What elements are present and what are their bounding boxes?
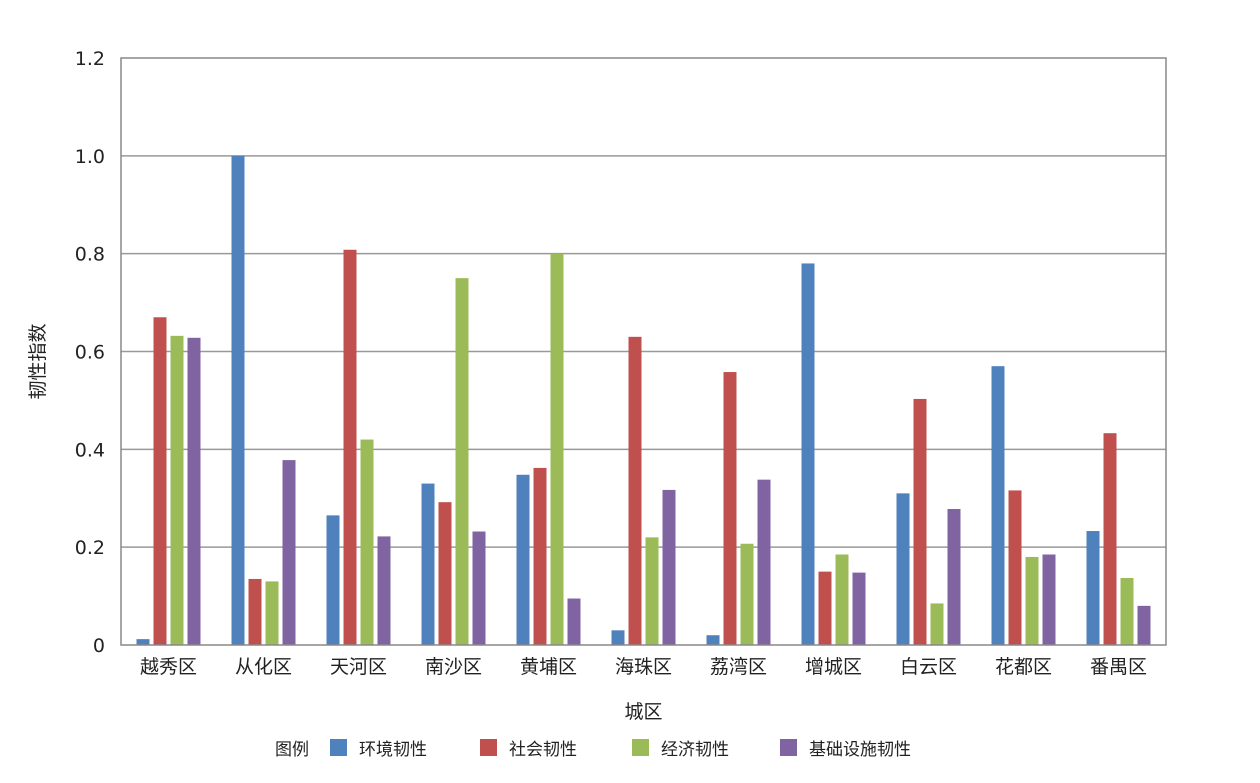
- bar: [421, 483, 435, 645]
- bar: [533, 467, 547, 645]
- y-tick-label: 1.2: [75, 48, 105, 70]
- bars: [136, 155, 1151, 646]
- bar: [801, 263, 815, 645]
- bar: [516, 474, 530, 645]
- bar: [265, 581, 279, 645]
- bar: [611, 630, 625, 645]
- y-tick-label: 0.8: [75, 244, 105, 266]
- y-tick-label: 0.4: [75, 439, 105, 461]
- x-tick-label: 番禺区: [1090, 656, 1147, 678]
- bar: [1086, 531, 1100, 645]
- bar: [455, 278, 469, 645]
- bar: [326, 515, 340, 645]
- x-tick-label: 越秀区: [140, 656, 197, 678]
- bar: [1137, 605, 1151, 645]
- bar: [645, 537, 659, 645]
- legend: 图例 环境韧性 社会韧性 经济韧性 基础设施韧性: [275, 739, 911, 760]
- legend-swatch: [330, 739, 347, 756]
- x-tick-label: 花都区: [995, 656, 1052, 678]
- bar: [723, 372, 737, 645]
- y-tick-label: 0.2: [75, 537, 105, 559]
- legend-title: 图例: [275, 740, 309, 760]
- bar: [947, 509, 961, 645]
- bar: [136, 639, 150, 645]
- bar: [706, 635, 720, 645]
- legend-label: 基础设施韧性: [809, 740, 911, 760]
- bar: [187, 337, 201, 645]
- x-axis-ticks: 越秀区 从化区 天河区 南沙区 黄埔区 海珠区 荔湾区 增城区 白云区 花都区 番禺区: [140, 656, 1147, 678]
- legend-label: 社会韧性: [509, 740, 577, 760]
- bar: [835, 554, 849, 645]
- x-tick-label: 从化区: [235, 656, 292, 678]
- x-tick-label: 天河区: [330, 656, 387, 678]
- bar: [1120, 577, 1134, 645]
- bar: [930, 603, 944, 645]
- legend-label: 环境韧性: [359, 740, 427, 760]
- bar: [377, 536, 391, 645]
- x-tick-label: 海珠区: [615, 656, 672, 678]
- y-tick-label: 0.6: [75, 342, 105, 364]
- bar: [757, 479, 771, 645]
- bar: [170, 335, 184, 645]
- bar: [1103, 433, 1117, 645]
- bar: [662, 489, 676, 645]
- bar: [550, 253, 564, 645]
- bar: [1042, 554, 1056, 645]
- bar: [913, 398, 927, 645]
- bar: [1008, 490, 1022, 645]
- plot-area: [120, 57, 1167, 646]
- x-tick-label: 荔湾区: [710, 656, 767, 678]
- y-tick-label: 1.0: [75, 146, 105, 168]
- bar: [438, 502, 452, 645]
- bar: [153, 317, 167, 645]
- y-axis-ticks: 0 0.2 0.4 0.6 0.8 1.0 1.2: [75, 48, 105, 657]
- y-axis-title: 韧性指数: [27, 323, 49, 399]
- bar: [896, 493, 910, 645]
- legend-swatch: [480, 739, 497, 756]
- x-tick-label: 黄埔区: [520, 656, 577, 678]
- bar: [628, 336, 642, 645]
- bar: [740, 543, 754, 645]
- bar: [282, 460, 296, 645]
- bar: [818, 571, 832, 645]
- legend-swatch: [780, 739, 797, 756]
- bar: [567, 598, 581, 645]
- x-tick-label: 白云区: [900, 656, 957, 678]
- legend-swatch: [632, 739, 649, 756]
- bar: [472, 531, 486, 645]
- bar: [1025, 556, 1039, 645]
- gridlines: [121, 155, 1166, 548]
- legend-label: 经济韧性: [661, 740, 729, 760]
- x-tick-label: 增城区: [805, 656, 862, 678]
- y-tick-label: 0: [93, 635, 105, 657]
- bar: [343, 249, 357, 645]
- bar: [852, 572, 866, 645]
- bar: [248, 578, 262, 645]
- bar: [991, 366, 1005, 645]
- x-axis-title: 城区: [624, 701, 662, 723]
- bar: [360, 439, 374, 645]
- bar: [231, 155, 245, 646]
- x-tick-label: 南沙区: [425, 656, 482, 678]
